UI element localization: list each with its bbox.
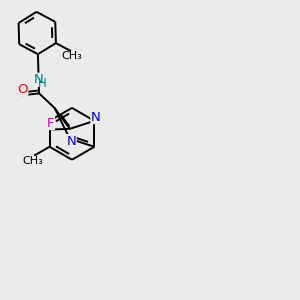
Text: N: N [66, 135, 76, 148]
Text: N: N [34, 73, 44, 86]
Text: CH₃: CH₃ [61, 52, 82, 61]
Text: F: F [47, 116, 54, 130]
Text: H: H [38, 77, 47, 90]
Text: CH₃: CH₃ [22, 156, 43, 166]
Text: O: O [17, 83, 28, 96]
Text: N: N [91, 110, 101, 124]
